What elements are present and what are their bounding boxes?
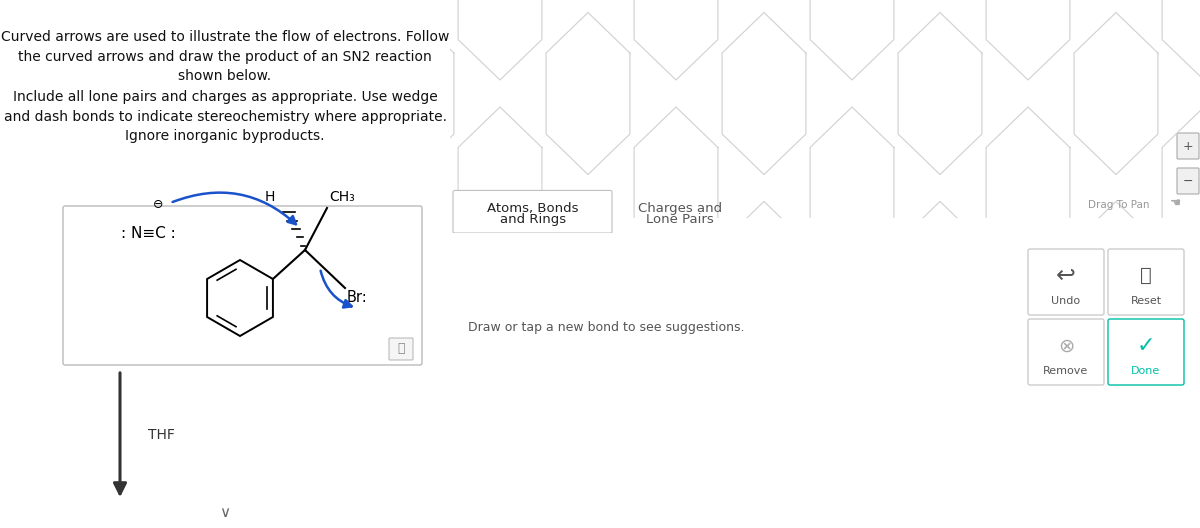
Text: ⊗: ⊗ (1058, 336, 1074, 355)
Text: ∨: ∨ (220, 505, 230, 520)
FancyBboxPatch shape (1108, 249, 1184, 315)
Text: Lone Pairs: Lone Pairs (646, 213, 714, 227)
Text: Include all lone pairs and charges as appropriate. Use wedge
and dash bonds to i: Include all lone pairs and charges as ap… (4, 90, 446, 143)
Text: ⊖: ⊖ (152, 199, 163, 212)
Text: : N≡C :: : N≡C : (121, 225, 175, 240)
FancyBboxPatch shape (389, 338, 413, 360)
Text: CH₃: CH₃ (329, 190, 355, 204)
FancyBboxPatch shape (1177, 168, 1199, 194)
Text: Remove: Remove (1043, 365, 1088, 375)
Text: Done: Done (1132, 365, 1160, 375)
Text: Undo: Undo (1051, 296, 1080, 306)
FancyBboxPatch shape (1177, 133, 1199, 159)
Text: ☚: ☚ (1170, 197, 1181, 210)
FancyBboxPatch shape (1028, 249, 1104, 315)
Text: Charges and: Charges and (638, 202, 722, 214)
Text: THF: THF (148, 428, 175, 442)
Text: +: + (1183, 139, 1193, 153)
Text: −: − (1183, 174, 1193, 187)
Text: H: H (265, 190, 275, 204)
FancyBboxPatch shape (1028, 319, 1104, 385)
FancyBboxPatch shape (454, 191, 612, 233)
Text: and Rings: and Rings (500, 213, 566, 227)
Text: ✓: ✓ (1136, 336, 1156, 356)
Text: Drag To Pan: Drag To Pan (1088, 200, 1150, 210)
Text: Curved arrows are used to illustrate the flow of electrons. Follow
the curved ar: Curved arrows are used to illustrate the… (1, 30, 449, 83)
Text: ⌕: ⌕ (397, 343, 404, 355)
Text: Draw or tap a new bond to see suggestions.: Draw or tap a new bond to see suggestion… (468, 322, 744, 335)
Text: ··: ·· (346, 302, 354, 315)
Text: Atoms, Bonds: Atoms, Bonds (487, 202, 578, 214)
Text: Reset: Reset (1130, 296, 1162, 306)
Text: ↩: ↩ (1056, 264, 1076, 288)
FancyBboxPatch shape (64, 206, 422, 365)
Text: 🗑: 🗑 (1140, 266, 1152, 285)
Text: Br:: Br: (347, 290, 367, 305)
FancyBboxPatch shape (1108, 319, 1184, 385)
